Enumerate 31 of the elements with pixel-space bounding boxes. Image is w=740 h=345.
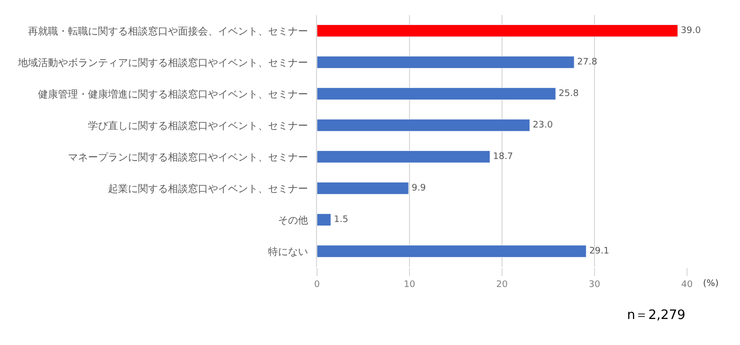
data-label: 29.1	[589, 246, 610, 256]
y-tick-label: 起業に関する相談窓口やイベント、セミナー	[108, 182, 308, 195]
x-axis-title: (%)	[703, 279, 719, 289]
x-tick-label: 20	[496, 280, 508, 290]
bar	[317, 150, 490, 163]
data-label: 39.0	[680, 26, 702, 36]
x-tick-label: 0	[314, 280, 320, 290]
data-label: 25.8	[558, 88, 579, 99]
text: n＝2,279	[627, 308, 686, 323]
bar	[317, 88, 556, 100]
x-tick-label: 30	[588, 280, 600, 290]
data-label: 27.8	[577, 57, 598, 68]
bar	[317, 245, 586, 258]
y-tick-label: その他	[278, 214, 308, 226]
bar	[317, 56, 574, 68]
data-label: 23.0	[532, 120, 554, 130]
data-label: 1.5	[334, 214, 348, 225]
y-tick-label: 地域活動やボランティアに関する相談窓口やイベント、セミナー	[17, 56, 308, 69]
y-tick-label: 特にない	[268, 246, 308, 258]
x-tick-label: 40	[681, 280, 693, 290]
bar	[317, 24, 678, 37]
bar	[317, 182, 409, 194]
y-tick-label: 学び直しに関する相談窓口やイベント、セミナー	[88, 120, 308, 132]
bar	[317, 214, 332, 226]
data-label: 18.7	[492, 152, 514, 162]
y-tick-label: 健康管理・健康増進に関する相談窓口やイベント、セミナー	[38, 88, 308, 100]
y-tick-label: マネープランに関する相談窓口やイベント、セミナー	[68, 151, 308, 164]
data-label: 9.9	[412, 183, 426, 194]
x-tick-label: 10	[404, 280, 416, 290]
y-tick-label: 再就職・転職に関する相談窓口や面接会、イベント、セミナー	[28, 25, 308, 38]
bar	[317, 119, 530, 132]
